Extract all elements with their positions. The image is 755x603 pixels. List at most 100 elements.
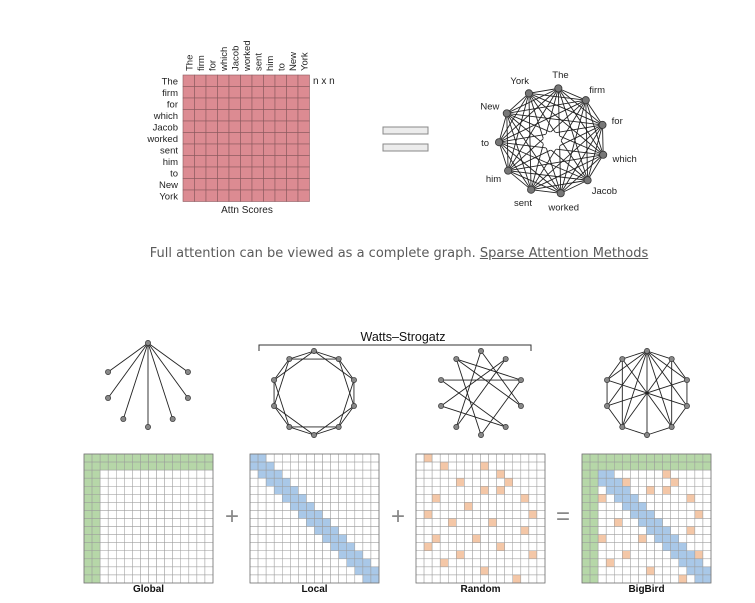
matrix-cell [99,502,109,511]
matrix-cell [670,453,679,463]
matrix-cell [456,494,465,503]
matrix-cell [605,494,615,503]
matrix-cell [702,461,712,471]
matrix-cell [180,477,190,487]
matrix-cell [605,486,615,495]
matrix-cell [83,461,93,471]
matrix-cell [678,494,688,503]
matrix-cell [204,477,214,487]
matrix-cell [423,494,433,503]
matrix-cell [249,461,259,471]
panel-label-random: Random [461,584,501,595]
matrix-cell [282,534,291,543]
matrix-cell [265,461,275,471]
matrix-cell [589,558,599,568]
matrix-cell [116,486,125,495]
matrix-cell [282,477,291,487]
matrix-cell [370,469,380,479]
matrix-cell [512,461,522,471]
matrix-cell [456,518,465,527]
matrix-cell [694,469,704,479]
matrix-cell [282,469,291,479]
matrix-cell [249,477,259,487]
matrix-cell [415,526,425,535]
matrix-cell [196,526,206,535]
matrix-cell [638,550,647,560]
matrix-cell [504,461,513,471]
matrix-cell [282,453,291,463]
matrix-cell [290,494,299,503]
graph-edge [273,358,290,407]
matrix-cell [597,510,607,519]
matrix-cell [488,477,497,487]
matrix-cell [496,526,505,535]
matrix-cell [597,558,607,568]
graph-edge [606,350,648,407]
matrix-cell [124,477,133,487]
matrix-cell [257,558,267,568]
matrix-cell [670,558,679,568]
matrix-cell [290,477,299,487]
matrix-cell [520,550,530,560]
matrix-cell [196,477,206,487]
matrix-cell [362,526,372,535]
matrix-cell [298,558,307,568]
matrix-cell [423,550,433,560]
matrix-cell [480,477,489,487]
matrix-cell [686,550,696,560]
matrix-cell [354,558,364,568]
matrix-cell [156,477,165,487]
matrix-cell [156,542,165,551]
matrix-cell [638,566,647,576]
matrix-cell [670,534,679,543]
graph-node [350,377,357,383]
matrix-cell [488,526,497,535]
matrix-cell [196,574,206,584]
matrix-cell [204,461,214,471]
graph-edge [506,99,586,114]
graph-node [556,189,565,198]
matrix-cell [306,469,315,479]
sparse-attention-methods-link[interactable]: Sparse Attention Methods [479,246,649,261]
graph-node [554,84,563,93]
matrix-cell [605,453,615,463]
matrix-cell [472,502,481,511]
matrix-cell [188,558,198,568]
matrix-cell [156,486,165,495]
matrix-cell [472,453,481,463]
matrix-cell [188,453,198,463]
matrix-cell [654,574,663,584]
matrix-cell [536,526,546,535]
matrix-cell [415,502,425,511]
row-label: Jacob [153,122,178,133]
matrix-cell [188,461,198,471]
matrix-cell [314,534,323,543]
matrix-cell [415,461,425,471]
matrix-cell [116,574,125,584]
matrix-cell [504,469,513,479]
matrix-cell [654,453,663,463]
matrix-cell [204,510,214,519]
global-matrix [83,453,214,584]
graph-edge [646,350,672,360]
matrix-cell [188,518,198,527]
matrix-cell [520,494,530,503]
matrix-cell [257,566,267,576]
matrix-cell [188,566,198,576]
matrix-cell [448,534,457,543]
matrix-cell [415,550,425,560]
matrix-cell [91,461,101,471]
matrix-cell [314,461,323,471]
matrix-cell [605,526,615,535]
bigbird-matrix [581,453,712,584]
matrix-cell [614,461,623,471]
matrix-cell [415,477,425,487]
graph-node [105,395,112,401]
matrix-cell [520,534,530,543]
matrix-cell [670,486,679,495]
graph-node [311,348,317,354]
matrix-cell [686,574,696,584]
matrix-cell [614,486,623,495]
matrix-cell [132,526,141,535]
matrix-cell [589,542,599,551]
